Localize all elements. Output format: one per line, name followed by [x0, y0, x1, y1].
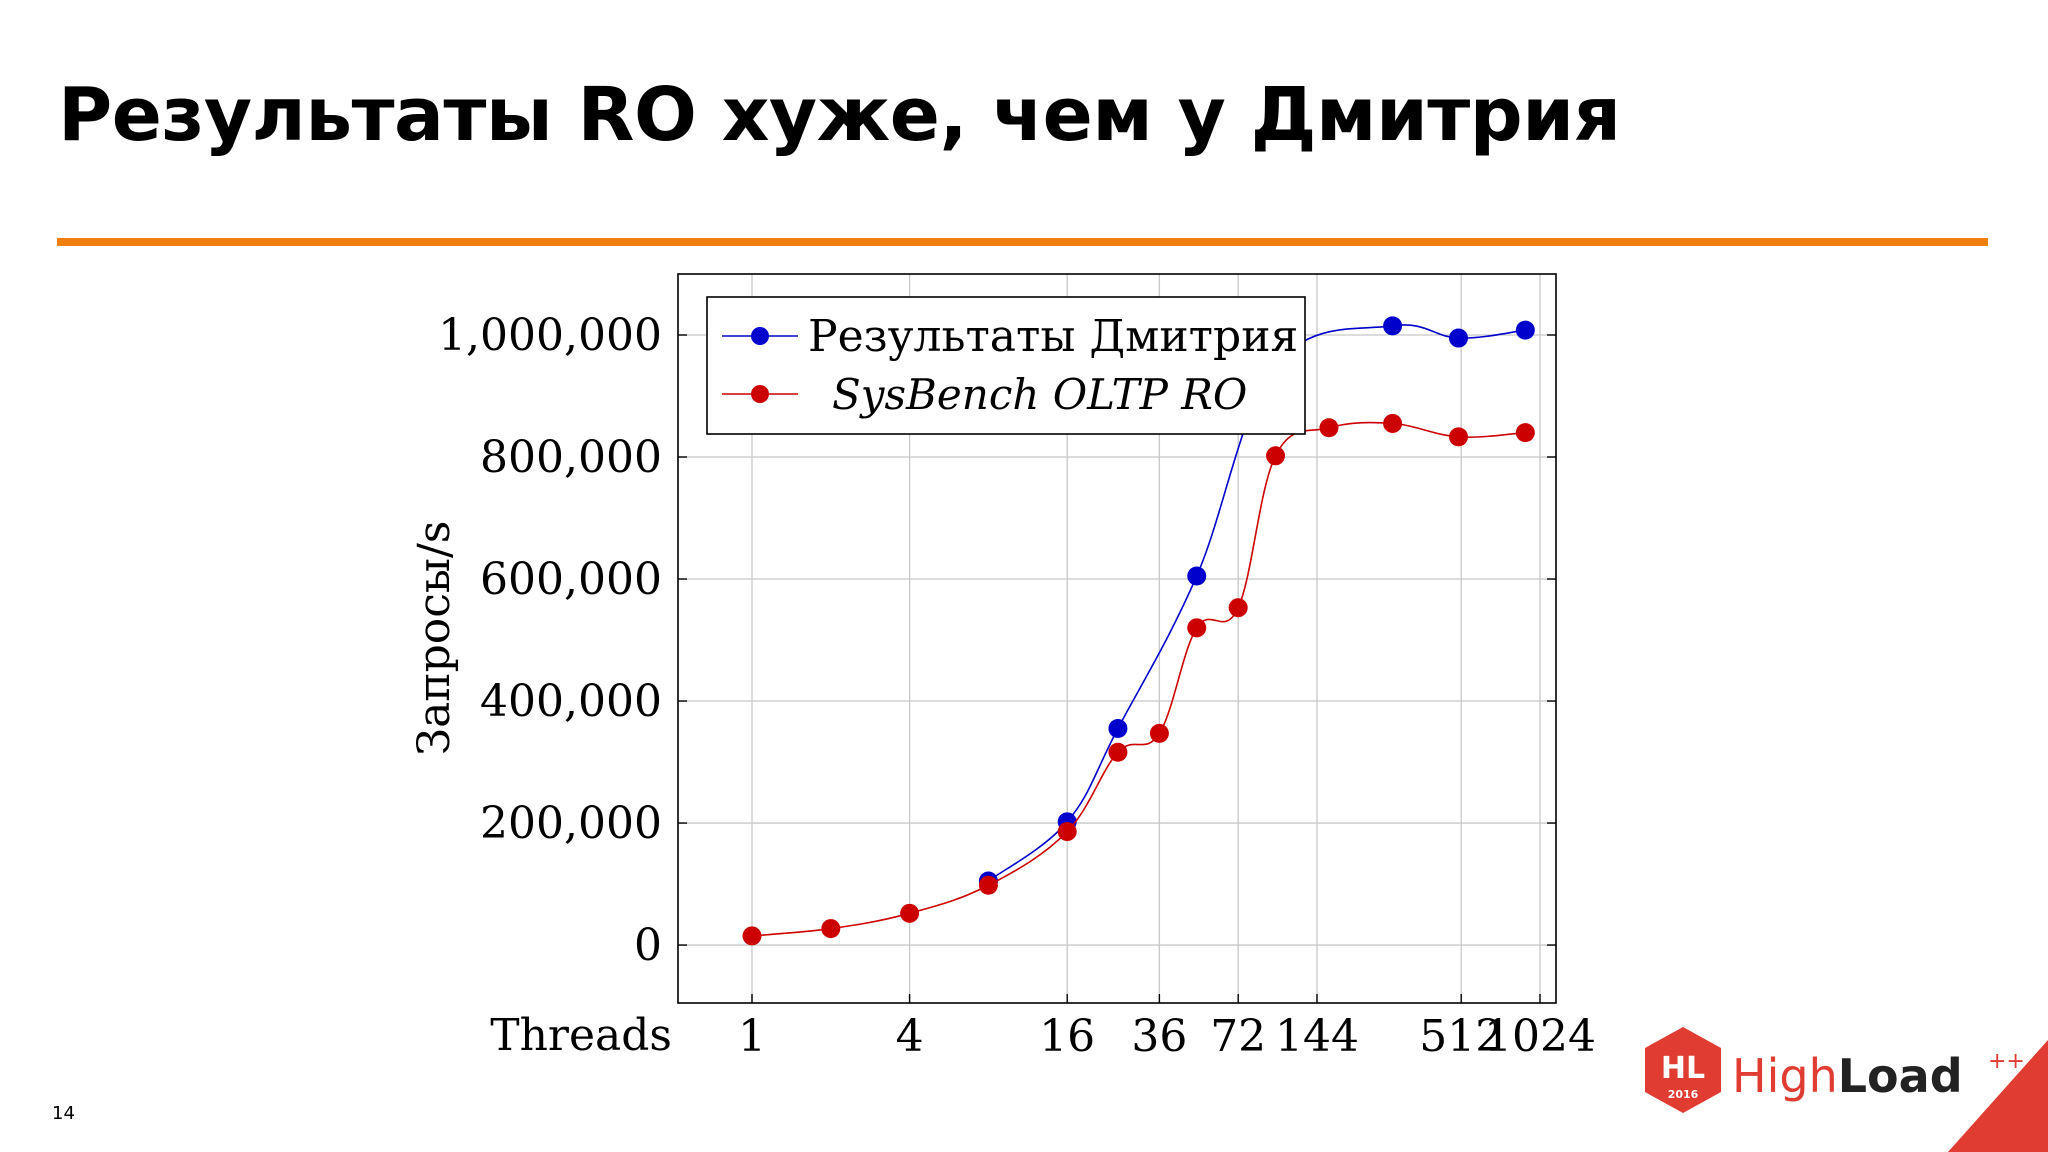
data-point-dmitry	[1187, 566, 1207, 586]
chart-legend: Результаты Дмитрия SysBench OLTP RO	[706, 296, 1306, 435]
x-tick-label: 4	[896, 1011, 924, 1062]
x-axis-label: Threads	[490, 1010, 672, 1061]
y-tick-label: 800,000	[480, 432, 662, 483]
data-point-dmitry	[1449, 328, 1469, 348]
legend-entry-sysbench: SysBench OLTP RO	[832, 370, 1247, 419]
legend-marker-sysbench	[751, 385, 769, 403]
y-tick-label: 1,000,000	[438, 310, 662, 361]
x-tick-label: 144	[1275, 1011, 1359, 1062]
plot-frame	[677, 273, 1557, 1004]
legend-entry-dmitry: Результаты Дмитрия	[808, 311, 1298, 362]
series-line-sysbench	[751, 421, 1526, 937]
legend-marker-dmitry	[751, 327, 769, 345]
series-line-dmitry	[987, 324, 1526, 882]
y-tick-label: 400,000	[480, 676, 662, 727]
slide-title: Результаты RO хуже, чем у Дмитрия	[58, 72, 1621, 158]
hl-hexagon-icon	[1645, 1027, 1721, 1113]
x-tick-label: 1	[738, 1011, 766, 1062]
y-tick-label: 0	[634, 920, 662, 971]
data-point-sysbench	[900, 903, 920, 923]
y-axis-ticks: 0 200,000 400,000 600,000 800,000 1,000,000	[438, 310, 1556, 971]
page-number: 14	[52, 1103, 75, 1124]
y-tick-label: 600,000	[480, 554, 662, 605]
highload-logo: HL 2016 HighLoad ++	[1645, 1027, 2048, 1152]
data-point-sysbench	[1187, 618, 1207, 638]
data-point-sysbench	[821, 919, 841, 939]
x-tick-label: 72	[1210, 1011, 1266, 1062]
x-tick-label: 1024	[1484, 1011, 1596, 1062]
chart-series	[742, 316, 1535, 946]
data-point-sysbench	[742, 926, 762, 946]
title-underline	[57, 238, 1988, 246]
y-tick-label: 200,000	[480, 798, 662, 849]
data-point-sysbench	[1319, 418, 1339, 438]
data-point-sysbench	[1266, 446, 1286, 466]
data-point-dmitry	[1108, 718, 1128, 738]
logo-name-high: High	[1732, 1049, 1838, 1103]
x-tick-label: 512	[1419, 1011, 1503, 1062]
logo-wordmark: HighLoad	[1732, 1049, 1963, 1103]
logo-superscript: ++	[1988, 1049, 2025, 1074]
series-sysbench	[742, 413, 1535, 946]
y-axis-label: Запросы/s	[409, 521, 460, 756]
data-point-sysbench	[1449, 427, 1469, 447]
logo-name-load: Load	[1838, 1049, 1963, 1103]
data-point-sysbench	[1108, 742, 1128, 762]
data-point-sysbench	[1149, 723, 1169, 743]
legend-box	[706, 296, 1306, 435]
x-tick-label: 36	[1131, 1011, 1187, 1062]
data-point-sysbench	[1515, 423, 1535, 443]
logo-badge-year: 2016	[1668, 1088, 1699, 1101]
data-point-sysbench	[1228, 598, 1248, 618]
data-point-sysbench	[978, 875, 998, 895]
logo-badge-text: HL	[1661, 1051, 1705, 1086]
x-tick-label: 16	[1039, 1011, 1095, 1062]
data-point-dmitry	[1515, 320, 1535, 340]
corner-triangle	[1948, 1040, 2048, 1152]
data-point-sysbench	[1383, 413, 1403, 433]
data-point-dmitry	[1383, 316, 1403, 336]
data-point-sysbench	[1057, 822, 1077, 842]
